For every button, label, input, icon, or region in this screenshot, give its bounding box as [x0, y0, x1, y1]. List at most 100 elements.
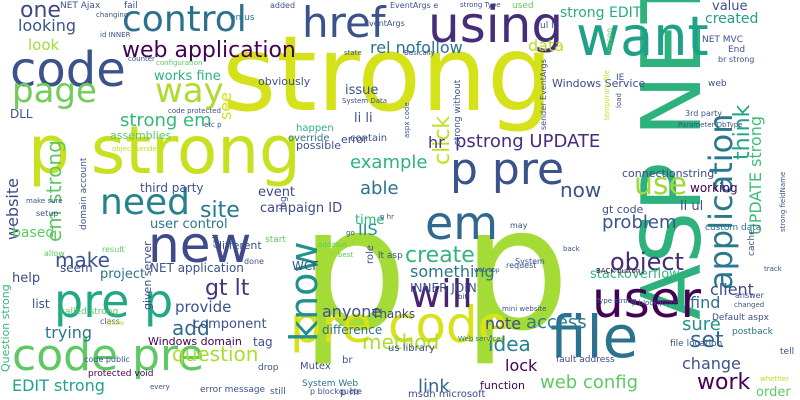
- word-example: example: [350, 152, 428, 173]
- word-added: added: [270, 1, 296, 10]
- word-p-blockquote-b: p blockquote: [310, 387, 362, 396]
- word-make-sure: make sure: [26, 197, 63, 205]
- word-code-pre: code pre: [12, 330, 205, 381]
- word-mutex: Mutex: [300, 361, 331, 372]
- word-web-config: web config: [540, 372, 639, 393]
- word-answer: answer: [735, 291, 764, 300]
- word-parameter-dbtype: Parameter DbType: [678, 121, 743, 129]
- word-code-protected: code protected: [168, 107, 221, 115]
- word-end: End: [728, 45, 746, 55]
- word-will: will: [410, 272, 473, 316]
- word-obviously: obviously: [258, 75, 311, 88]
- word-file-location: file location: [670, 339, 723, 349]
- word-show: show: [106, 319, 125, 327]
- word-used: used: [512, 1, 534, 11]
- word-access: access: [526, 312, 587, 333]
- word-method: method: [362, 330, 440, 354]
- word-project: project: [100, 267, 146, 282]
- word-us-library: us library: [388, 343, 435, 354]
- word-fail: fail: [124, 1, 138, 11]
- word-web-application: web application: [122, 38, 296, 63]
- word-gt-lt: gt lt: [205, 276, 250, 301]
- word-fault-address: fault address: [556, 355, 615, 365]
- word-something: something: [410, 262, 495, 281]
- word-code-public: code public: [84, 355, 130, 364]
- word-update-strong: UPDATE strong: [746, 116, 765, 235]
- word-idea: idea: [488, 332, 531, 356]
- word-want: want: [576, 5, 709, 68]
- word-third-party: third party: [140, 181, 204, 195]
- word-need: need: [100, 182, 190, 223]
- word-difference: difference: [322, 323, 383, 337]
- word-use: use: [634, 167, 688, 202]
- word-find: find: [690, 293, 721, 312]
- word-cache: cache: [747, 229, 757, 256]
- word-custom-data: custom data: [705, 223, 762, 233]
- word-iis: IIS: [358, 220, 378, 239]
- word-create: create: [405, 243, 475, 268]
- word-3rd-party: 3rd party: [685, 109, 722, 118]
- word-tag: tag: [253, 335, 273, 349]
- word-given-server: given server: [141, 241, 154, 310]
- word-en-us: en us: [230, 13, 255, 23]
- word-assemblies: assemblies: [110, 129, 172, 142]
- word-happen: happen: [296, 123, 334, 134]
- word-connectionstring: connectionstring: [622, 167, 715, 180]
- word-web: web: [708, 79, 727, 89]
- word-override: override: [288, 133, 330, 144]
- word-user-control: user control: [150, 217, 228, 232]
- word-provide: provide: [175, 298, 232, 316]
- word-p-pre: p pre: [450, 144, 565, 195]
- word-ie: IE: [616, 73, 625, 83]
- word-msdn-microsoft: msdn microsoft: [408, 389, 486, 400]
- word-value: value: [712, 0, 748, 14]
- word-changed: changed: [734, 301, 765, 309]
- word-every: every: [150, 383, 170, 391]
- word-error-message: error message: [200, 385, 266, 395]
- word-file: file: [550, 303, 639, 371]
- word-postback: postback: [732, 327, 773, 337]
- word-seem: seem: [60, 261, 93, 275]
- word-working: working: [690, 181, 738, 195]
- word-role: role: [365, 245, 376, 264]
- word-set: set: [690, 328, 724, 353]
- word-rel-nofollow: rel nofollow: [370, 38, 463, 57]
- word-strong-type: strong Type: [460, 1, 501, 9]
- word-pre-p: pre p: [54, 274, 174, 328]
- word-protected-void: protected void: [88, 369, 154, 379]
- word-new: new: [148, 216, 252, 274]
- word-based: based: [12, 225, 55, 241]
- word-temporary-file: temporary file: [603, 70, 611, 120]
- word-load: load: [615, 93, 623, 108]
- word-bit: bit: [458, 293, 468, 301]
- word-em: em: [425, 196, 499, 250]
- word-domain-account: domain account: [79, 157, 89, 230]
- word-back-button: BACK button: [596, 267, 641, 275]
- word-user: user: [592, 271, 702, 329]
- word-note: note: [485, 314, 522, 333]
- word-href: href: [302, 0, 386, 47]
- word-net-ajax: NET Ajax: [60, 1, 101, 11]
- word-id-inner: id INNER: [100, 31, 131, 39]
- word-pstrong-update: pstrong UPDATE: [455, 131, 601, 152]
- word-system-data: System Data: [342, 97, 388, 105]
- word-different: different: [215, 239, 262, 252]
- word-strong-em: strong em: [120, 110, 212, 131]
- word-net-mvc: NET MVC: [702, 35, 743, 45]
- word-time: time: [355, 213, 385, 228]
- word-track: track: [764, 265, 782, 273]
- word-eventargs-e: EventArgs e: [390, 1, 439, 10]
- word-page: page: [12, 71, 97, 111]
- word-windows-service: Windows Service: [552, 77, 646, 90]
- word-default-aspx: Default aspx: [712, 313, 769, 323]
- word-start: start: [265, 235, 286, 245]
- word-changing: changing: [96, 11, 129, 19]
- word-change: change: [682, 354, 741, 373]
- word-trying: trying: [45, 323, 93, 342]
- word-call: call: [211, 234, 220, 248]
- word-li-ul: li ul: [680, 199, 704, 214]
- word-work: work: [697, 370, 751, 395]
- word-control: control: [122, 0, 247, 40]
- word-sender-eventargs: sender EventArgs: [539, 59, 548, 130]
- word-able: able: [360, 178, 399, 199]
